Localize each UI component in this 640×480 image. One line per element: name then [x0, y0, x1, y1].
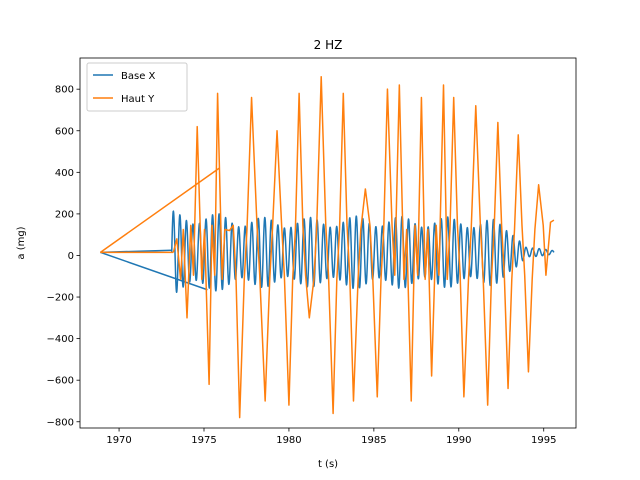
x-tick-label-1980: 1980	[276, 435, 301, 446]
legend-label-haut-y: Haut Y	[121, 94, 155, 105]
y-tick-label--800: −800	[47, 417, 74, 428]
y-tick-label--600: −600	[47, 376, 74, 387]
x-tick-label-1975: 1975	[191, 435, 216, 446]
y-axis-ticks: −800 −600 −400 −200 0 200 400 600 800	[47, 85, 80, 428]
plot-frame	[79, 57, 577, 429]
y-tick-label-600: 600	[55, 126, 74, 137]
x-axis-ticks: 1970 1975 1980 1985 1990 1995	[106, 428, 556, 446]
y-tick-label--200: −200	[47, 293, 74, 304]
series-base-x-segment-1	[100, 251, 208, 291]
y-tick-label-400: 400	[55, 168, 74, 179]
x-tick-label-1970: 1970	[106, 435, 131, 446]
axes-frame	[79, 57, 577, 429]
legend-label-base-x: Base X	[121, 71, 156, 82]
y-axis-label: a (mg)	[16, 226, 27, 259]
y-tick-label--400: −400	[47, 334, 74, 345]
series-haut-y-line	[172, 75, 555, 419]
y-tick-label-0: 0	[68, 251, 74, 262]
x-tick-label-1990: 1990	[446, 435, 471, 446]
x-tick-label-1995: 1995	[531, 435, 556, 446]
y-tick-label-200: 200	[55, 209, 74, 220]
chart-title: 2 HZ	[314, 38, 343, 52]
series-lines	[99, 75, 555, 419]
legend: Base X Haut Y	[86, 62, 188, 112]
x-tick-label-1985: 1985	[361, 435, 386, 446]
x-axis-label: t (s)	[318, 459, 338, 470]
y-tick-label-800: 800	[55, 85, 74, 96]
